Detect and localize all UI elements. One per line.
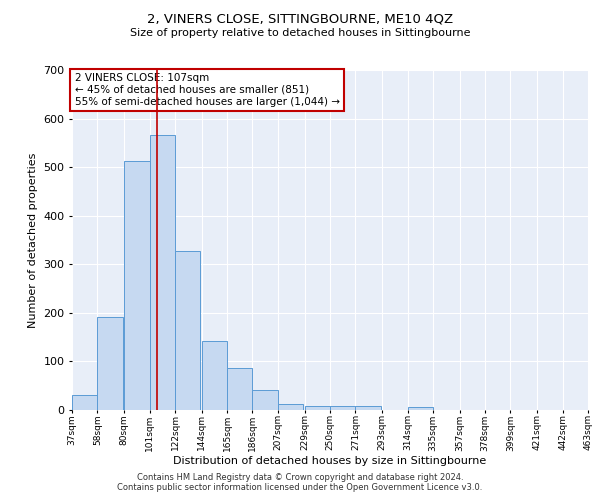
Bar [72, 396, 97, 410]
Bar [407, 406, 433, 410]
Bar [305, 406, 330, 410]
Text: 2, VINERS CLOSE, SITTINGBOURNE, ME10 4QZ: 2, VINERS CLOSE, SITTINGBOURNE, ME10 4QZ [147, 12, 453, 26]
Bar [253, 390, 278, 410]
Bar [97, 316, 123, 410]
X-axis label: Distribution of detached houses by size in Sittingbourne: Distribution of detached houses by size … [173, 456, 487, 466]
Bar [149, 134, 175, 410]
Bar [175, 250, 200, 410]
Bar [202, 340, 227, 410]
Text: 2 VINERS CLOSE: 107sqm
← 45% of detached houses are smaller (851)
55% of semi-de: 2 VINERS CLOSE: 107sqm ← 45% of detached… [74, 74, 340, 106]
Text: Contains public sector information licensed under the Open Government Licence v3: Contains public sector information licen… [118, 482, 482, 492]
Text: Contains HM Land Registry data © Crown copyright and database right 2024.: Contains HM Land Registry data © Crown c… [137, 472, 463, 482]
Bar [330, 406, 355, 410]
Text: Size of property relative to detached houses in Sittingbourne: Size of property relative to detached ho… [130, 28, 470, 38]
Bar [124, 161, 149, 410]
Bar [278, 404, 304, 410]
Bar [355, 406, 381, 410]
Bar [227, 368, 253, 410]
Y-axis label: Number of detached properties: Number of detached properties [28, 152, 38, 328]
